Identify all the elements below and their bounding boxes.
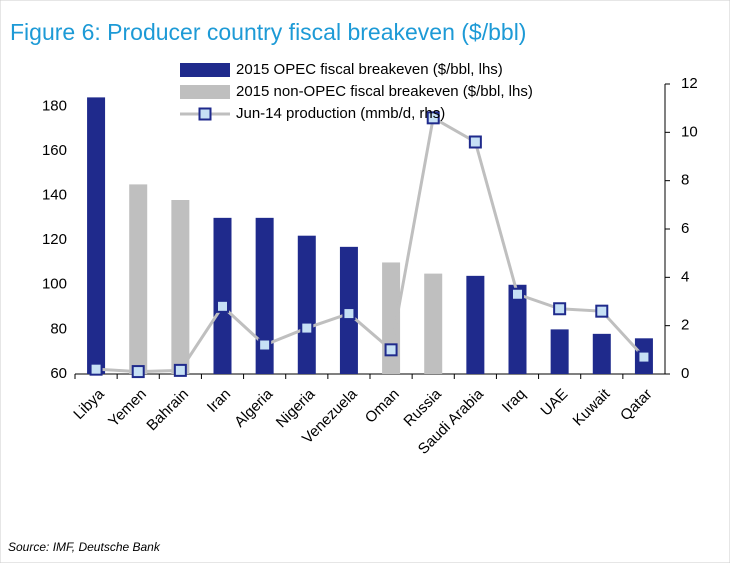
legend-label: 2015 non-OPEC fiscal breakeven ($/bbl, l… bbox=[236, 83, 533, 100]
legend-marker bbox=[198, 107, 212, 121]
marker bbox=[468, 135, 482, 149]
bar bbox=[171, 200, 190, 374]
bar bbox=[87, 97, 106, 374]
y-tick-label: 140 bbox=[42, 187, 67, 204]
y-tick-label: 120 bbox=[42, 231, 67, 248]
y-tick-label: 100 bbox=[42, 276, 67, 293]
line bbox=[95, 115, 646, 374]
source: Source: IMF, Deutsche Bank bbox=[8, 540, 161, 554]
marker bbox=[173, 363, 187, 377]
legend-label: 2015 OPEC fiscal breakeven ($/bbl, lhs) bbox=[236, 61, 503, 78]
y-tick-label: 160 bbox=[42, 142, 67, 159]
marker bbox=[637, 350, 651, 364]
marker bbox=[258, 338, 272, 352]
legend-label: Jun-14 production (mmb/d, rhs) bbox=[236, 105, 445, 122]
marker bbox=[595, 304, 609, 318]
marker bbox=[511, 287, 524, 301]
y-tick-label: 180 bbox=[42, 97, 67, 114]
bar bbox=[550, 329, 569, 374]
bar bbox=[129, 184, 148, 374]
y-tick-label: 60 bbox=[50, 365, 67, 382]
marker bbox=[300, 321, 314, 335]
marker bbox=[553, 302, 567, 316]
bar bbox=[255, 217, 274, 374]
bar bbox=[466, 275, 485, 374]
bar bbox=[508, 284, 527, 374]
y2-tick-label: 10 bbox=[681, 123, 698, 140]
marker bbox=[384, 343, 398, 357]
y2-tick-label: 6 bbox=[681, 220, 689, 237]
marker bbox=[89, 362, 103, 376]
bar bbox=[424, 273, 443, 374]
y2-tick-label: 2 bbox=[681, 317, 689, 334]
bar bbox=[213, 217, 232, 374]
y2-tick-label: 8 bbox=[681, 172, 689, 189]
marker bbox=[216, 299, 229, 313]
marker bbox=[131, 365, 145, 379]
y-tick-label: 80 bbox=[50, 320, 67, 337]
legend-swatch bbox=[180, 85, 230, 99]
marker bbox=[342, 307, 356, 321]
chart-title: Figure 6: Producer country fiscal breake… bbox=[10, 19, 526, 45]
bar bbox=[592, 333, 611, 374]
bar bbox=[297, 235, 316, 374]
y2-tick-label: 4 bbox=[681, 268, 689, 285]
y2-tick-label: 12 bbox=[681, 75, 698, 92]
legend-swatch bbox=[180, 63, 230, 77]
y2-tick-label: 0 bbox=[681, 365, 689, 382]
marker bbox=[426, 111, 440, 125]
